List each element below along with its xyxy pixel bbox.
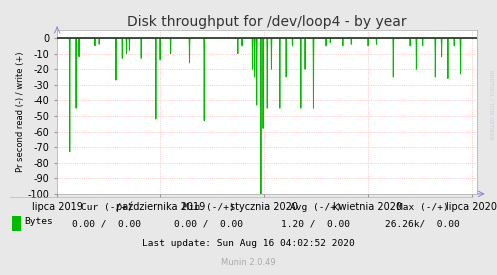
Y-axis label: Pr second read (-) / write (+): Pr second read (-) / write (+) (16, 52, 25, 172)
Text: 0.00 /  0.00: 0.00 / 0.00 (174, 220, 243, 229)
Text: 1.20 /  0.00: 1.20 / 0.00 (281, 220, 350, 229)
Text: RRDTOOL / TOBI OETIKER: RRDTOOL / TOBI OETIKER (489, 70, 494, 139)
Text: Bytes: Bytes (24, 217, 53, 226)
Text: 0.00 /  0.00: 0.00 / 0.00 (73, 220, 141, 229)
Text: Avg (-/+): Avg (-/+) (290, 203, 341, 212)
Text: Cur (-/+): Cur (-/+) (81, 203, 133, 212)
Text: Min (-/+): Min (-/+) (183, 203, 235, 212)
Text: Munin 2.0.49: Munin 2.0.49 (221, 258, 276, 267)
Text: 26.26k/  0.00: 26.26k/ 0.00 (385, 220, 460, 229)
Text: Last update: Sun Aug 16 04:02:52 2020: Last update: Sun Aug 16 04:02:52 2020 (142, 239, 355, 248)
Text: Max (-/+): Max (-/+) (397, 203, 448, 212)
Title: Disk throughput for /dev/loop4 - by year: Disk throughput for /dev/loop4 - by year (127, 15, 407, 29)
